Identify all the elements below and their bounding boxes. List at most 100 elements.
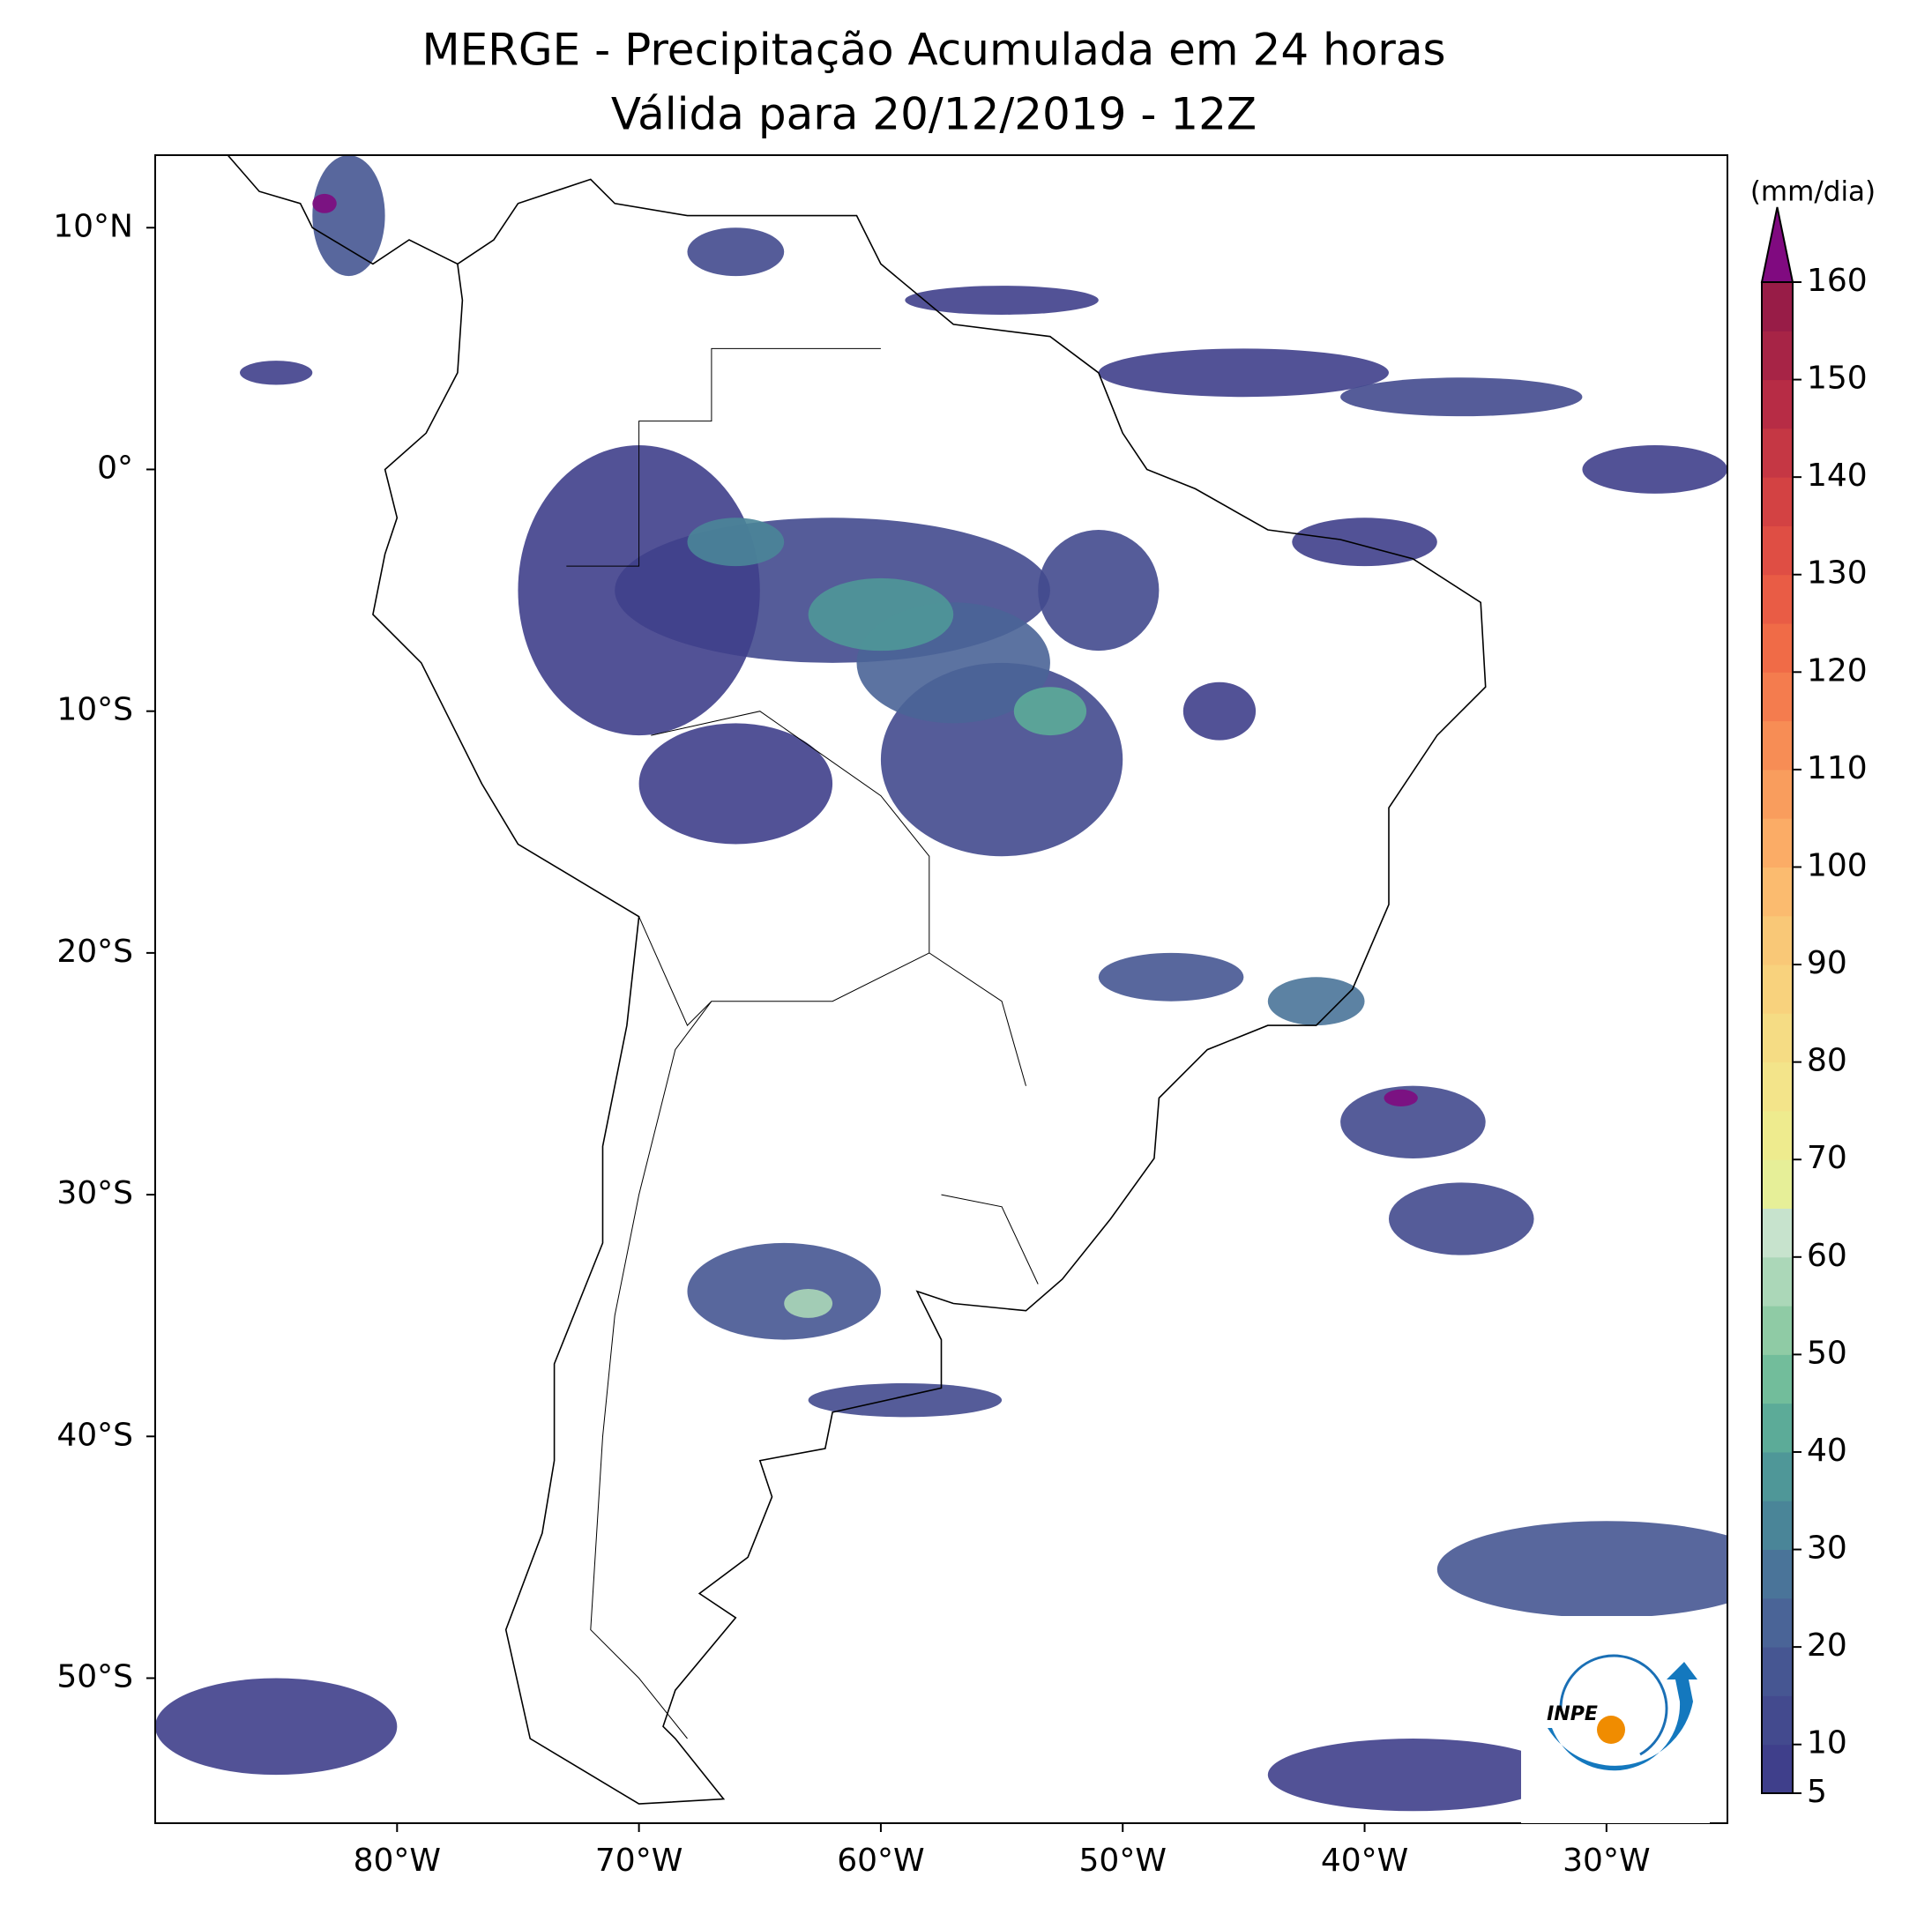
precipitation-area: [155, 1678, 398, 1776]
colorbar-band: [1762, 964, 1793, 1014]
precipitation-area: [1013, 687, 1087, 736]
x-tick-label: 30°W: [1563, 1843, 1650, 1879]
y-tick-label: 40°S: [56, 1417, 133, 1453]
colorbar-band: [1762, 1159, 1793, 1210]
colorbar-tick-label: 10: [1807, 1725, 1847, 1761]
colorbar-band: [1762, 331, 1793, 381]
precipitation-area: [687, 518, 785, 567]
precipitation-area: [1436, 1521, 1727, 1618]
precipitation-area: [638, 723, 833, 845]
precipitation-area: [808, 577, 954, 652]
logo-sun: [1597, 1716, 1625, 1744]
colorbar-band: [1762, 867, 1793, 917]
colorbar-band: [1762, 477, 1793, 526]
colorbar-band: [1762, 1744, 1793, 1794]
colorbar-label: (mm/dia): [1750, 176, 1876, 208]
precipitation-area: [687, 227, 785, 277]
precipitation-area: [1182, 681, 1257, 741]
colorbar-band: [1762, 915, 1793, 965]
colorbar-band: [1762, 1549, 1793, 1599]
precipitation-area: [1038, 530, 1160, 652]
logo-text: INPE: [1547, 1703, 1598, 1725]
precipitation-area: [1098, 348, 1389, 398]
country-border: [941, 1194, 1039, 1285]
colorbar-tick-label: 140: [1807, 458, 1868, 494]
country-border: [590, 1001, 712, 1739]
y-tick-label: 30°S: [56, 1175, 133, 1211]
logo-orbit: [1559, 1654, 1668, 1756]
colorbar-band: [1762, 379, 1793, 429]
y-tick-label: 20°S: [56, 934, 133, 970]
colorbar-tick-label: 90: [1807, 945, 1847, 981]
colorbar-band: [1762, 1354, 1793, 1404]
colorbar-band: [1762, 769, 1793, 819]
coastline: [372, 178, 1487, 1805]
colorbar-band: [1762, 623, 1793, 673]
colorbar-band: [1762, 1013, 1793, 1063]
coastline: [224, 155, 459, 265]
colorbar-band: [1762, 672, 1793, 722]
colorbar-band: [1762, 1695, 1793, 1746]
colorbar-tick-label: 130: [1807, 555, 1868, 592]
y-tick-label: 10°N: [53, 208, 133, 244]
logo: INPE: [1521, 1616, 1710, 1823]
coastline-layer: [224, 155, 1487, 1805]
y-tick-label: 10°S: [56, 692, 133, 728]
precipitation-area: [312, 193, 337, 213]
colorbar-tick-label: 20: [1807, 1627, 1847, 1664]
subtitle-line: Válida para 20/12/2019 - 12Z: [611, 89, 1257, 140]
colorbar-tick-label: 120: [1807, 652, 1868, 689]
colorbar-band: [1762, 1501, 1793, 1551]
colorbar-tick-label: 70: [1807, 1140, 1847, 1176]
y-tick-label: 50°S: [56, 1658, 133, 1694]
precipitation-area: [687, 1242, 881, 1340]
colorbar-tick-label: 110: [1807, 750, 1868, 786]
colorbar-band: [1762, 1597, 1793, 1648]
precipitation-area: [1267, 1739, 1558, 1812]
precipitation-area: [312, 155, 385, 277]
precipitation-area: [518, 445, 760, 736]
colorbar-tick-label: 160: [1807, 263, 1868, 299]
precipitation-area: [1267, 977, 1365, 1026]
precipitation-area: [808, 1382, 1003, 1418]
colorbar-tick-label: 60: [1807, 1238, 1847, 1274]
precipitation-area: [1388, 1182, 1534, 1255]
colorbar-outline: [1761, 281, 1794, 1794]
precipitation-area: [1384, 1089, 1418, 1106]
precipitation-area: [1292, 518, 1437, 567]
colorbar-band: [1762, 1403, 1793, 1453]
colorbar-band: [1762, 1208, 1793, 1258]
y-tick-label: 0°: [97, 450, 133, 486]
colorbar-tick-label: 50: [1807, 1335, 1847, 1371]
colorbar-band: [1762, 1110, 1793, 1160]
colorbar-tick-label: 150: [1807, 361, 1868, 397]
precipitation-area: [905, 286, 1099, 315]
colorbar-band: [1762, 574, 1793, 624]
colorbar-band: [1762, 525, 1793, 576]
colorbar-band: [1762, 1451, 1793, 1501]
x-tick-label: 80°W: [354, 1843, 441, 1879]
country-border: [566, 347, 881, 567]
colorbar-band: [1762, 1306, 1793, 1355]
x-tick-label: 60°W: [837, 1843, 924, 1879]
precipitation-layer: [155, 155, 1727, 1812]
colorbar: 5 10 20 30 40 50 60 70 80 90 100 110 120 130 140 150 160: [1760, 206, 1868, 1810]
colorbar-band: [1762, 1647, 1793, 1696]
colorbar-band: [1762, 1256, 1793, 1307]
precipitation-area: [784, 1289, 833, 1318]
country-border: [651, 711, 1026, 1086]
precipitation-area: [1340, 1085, 1486, 1158]
x-tick-label: 70°W: [595, 1843, 683, 1879]
x-tick-label: 50°W: [1079, 1843, 1167, 1879]
map-frame: [154, 154, 1728, 1824]
x-tick-label: 40°W: [1321, 1843, 1408, 1879]
colorbar-band: [1762, 428, 1793, 478]
title-line: MERGE - Precipitação Acumulada em 24 hor…: [421, 25, 1445, 76]
colorbar-band: [1762, 1061, 1793, 1112]
precipitation-area: [1340, 377, 1583, 417]
precipitation-area: [1582, 445, 1727, 494]
colorbar-band: [1762, 818, 1793, 868]
colorbar-tick-label: 80: [1807, 1043, 1847, 1079]
colorbar-tick-label: 30: [1807, 1530, 1847, 1567]
